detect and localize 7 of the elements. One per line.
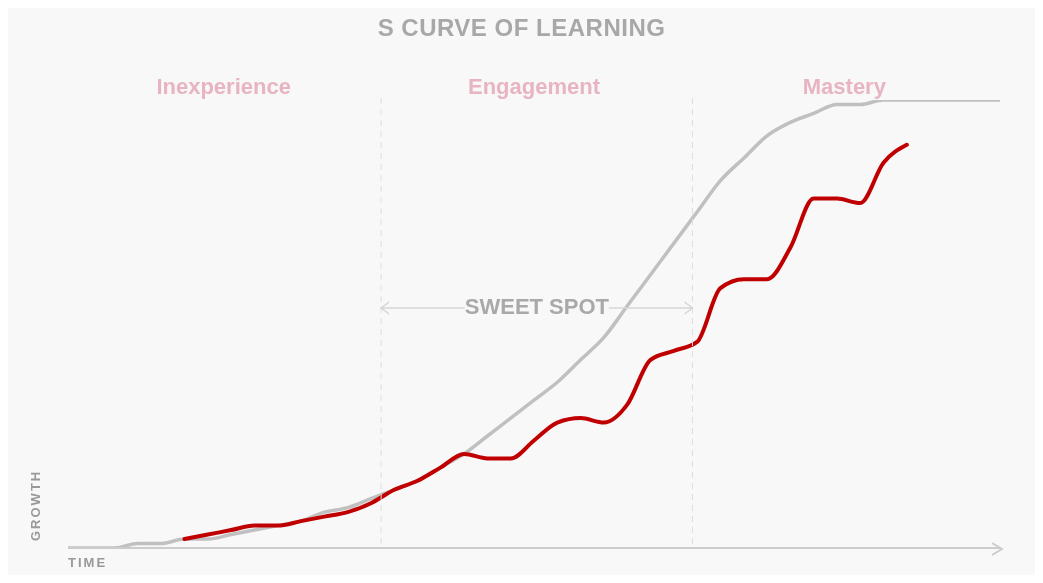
text: Engagement: [467, 74, 601, 100]
text: Mastery: [801, 74, 887, 100]
text: Inexperience: [155, 74, 292, 100]
x-axis-title: TIME: [68, 555, 108, 570]
y-axis-title: GROWTH: [28, 469, 43, 541]
chart-title: S CURVE OF LEARNING: [376, 14, 667, 42]
annotation: SWEET SPOT: [464, 294, 610, 320]
